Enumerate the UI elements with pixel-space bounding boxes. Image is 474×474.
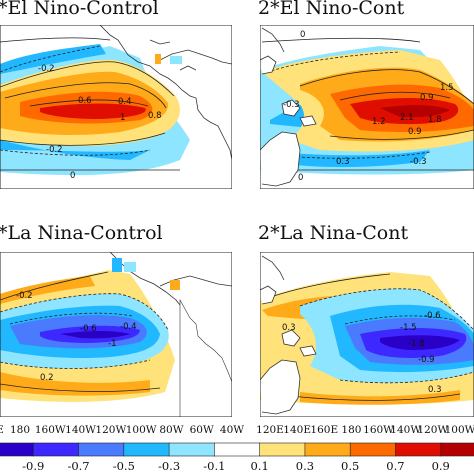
colorbar-label: 0.9 [432,459,450,473]
contour-label: 0.8 [148,111,162,121]
longitude-tick-label: 60W [190,424,214,436]
contour-label: 0.6 [78,96,92,106]
colorbar-swatch [395,442,442,457]
longitude-tick-label: 100W [445,424,474,436]
panel-title-el-nino: *El Nino-Control [0,0,159,19]
colorbar-swatch [32,442,80,457]
longitude-tick-label: E [0,424,4,436]
contour-label: -0.4 [120,322,137,332]
longitude-tick-label: 140W [65,424,96,436]
colorbar-label: -0.5 [113,459,135,473]
colorbar-label: 0.3 [296,459,314,473]
colorbar-swatch [259,442,306,457]
panel-title-2x-la-nina: 2*La Nina-Cont [258,222,409,244]
contour-label: -0.2 [16,291,33,301]
panel-title-2x-el-nino: 2*El Nino-Cont [258,0,405,19]
longitude-tick-label: 120W [417,424,448,436]
contour-label: -0.9 [418,355,435,365]
contour-label: -0.6 [424,311,441,321]
longitude-tick-label: 100W [126,424,157,436]
colorbar-swatch [214,442,261,457]
contour-label: 0 [70,171,75,181]
longitude-tick-label: 140W [390,424,421,436]
colorbar-label: -0.3 [158,459,180,473]
contour-label: 1.2 [372,117,386,127]
contour-label: 1.5 [440,83,454,93]
map-panel-2x-la-nina [260,252,474,417]
contour-label: -1.8 [408,339,425,349]
contour-label: 0.4 [118,97,132,107]
colorbar-label: -0.1 [203,459,225,473]
longitude-tick-label: 120W [95,424,126,436]
longitude-tick-label: 80W [159,424,183,436]
contour-label: 2.1 [400,113,414,123]
longitude-tick-label: 160W [363,424,394,436]
contour-label: -0.2 [38,64,55,74]
longitude-tick-label: 180 [10,424,30,436]
contour-label: -0.3 [283,100,300,110]
map-panel-la-nina [0,252,232,417]
contour-label: -0.3 [410,157,427,167]
longitude-tick-label: 140E [283,424,311,436]
longitude-tick-label: 180 [341,424,361,436]
contour-label: 0.9 [408,127,422,137]
contour-label: 0.3 [428,385,442,395]
contour-label: 1.8 [428,115,442,125]
colorbar-swatch [440,442,474,457]
contour-label: 0 [298,173,303,183]
colorbar-swatch [123,442,170,457]
colorbar-label: 0.1 [250,459,268,473]
colorbar-swatch [304,442,351,457]
colorbar-label: 0.7 [386,459,404,473]
longitude-tick-label: 160E [310,424,338,436]
map-panel-el-nino [0,25,232,189]
longitude-tick-label: 160W [35,424,66,436]
map-panel-2x-el-nino [260,25,474,189]
longitude-tick-label: 40W [220,424,244,436]
colorbar-swatch [168,442,216,457]
contour-label: 0.3 [336,157,350,167]
contour-label: 0.2 [40,373,54,383]
colorbar-label: 0.5 [341,459,359,473]
colorbar-swatch [78,442,125,457]
contour-label: -0.2 [46,145,63,155]
colorbar-swatch [349,442,397,457]
contour-label: -0.6 [80,324,97,334]
contour-label: -1 [108,339,116,349]
colorbar-swatch [0,442,35,457]
longitude-tick-label: 120E [256,424,284,436]
contour-label: -1.5 [400,323,417,333]
colorbar: -0.9 -0.7 -0.5 -0.3 -0.1 0.1 0.3 0.5 0.7 0.9 [0,442,474,473]
contour-label: 0.3 [282,323,296,333]
contour-label: 0 [300,30,305,40]
contour-label: 1 [120,113,125,123]
panel-title-la-nina: *La Nina-Control [0,222,163,244]
contour-label: 0.9 [420,93,434,103]
colorbar-label: -0.7 [67,459,89,473]
colorbar-label: -0.9 [22,459,44,473]
